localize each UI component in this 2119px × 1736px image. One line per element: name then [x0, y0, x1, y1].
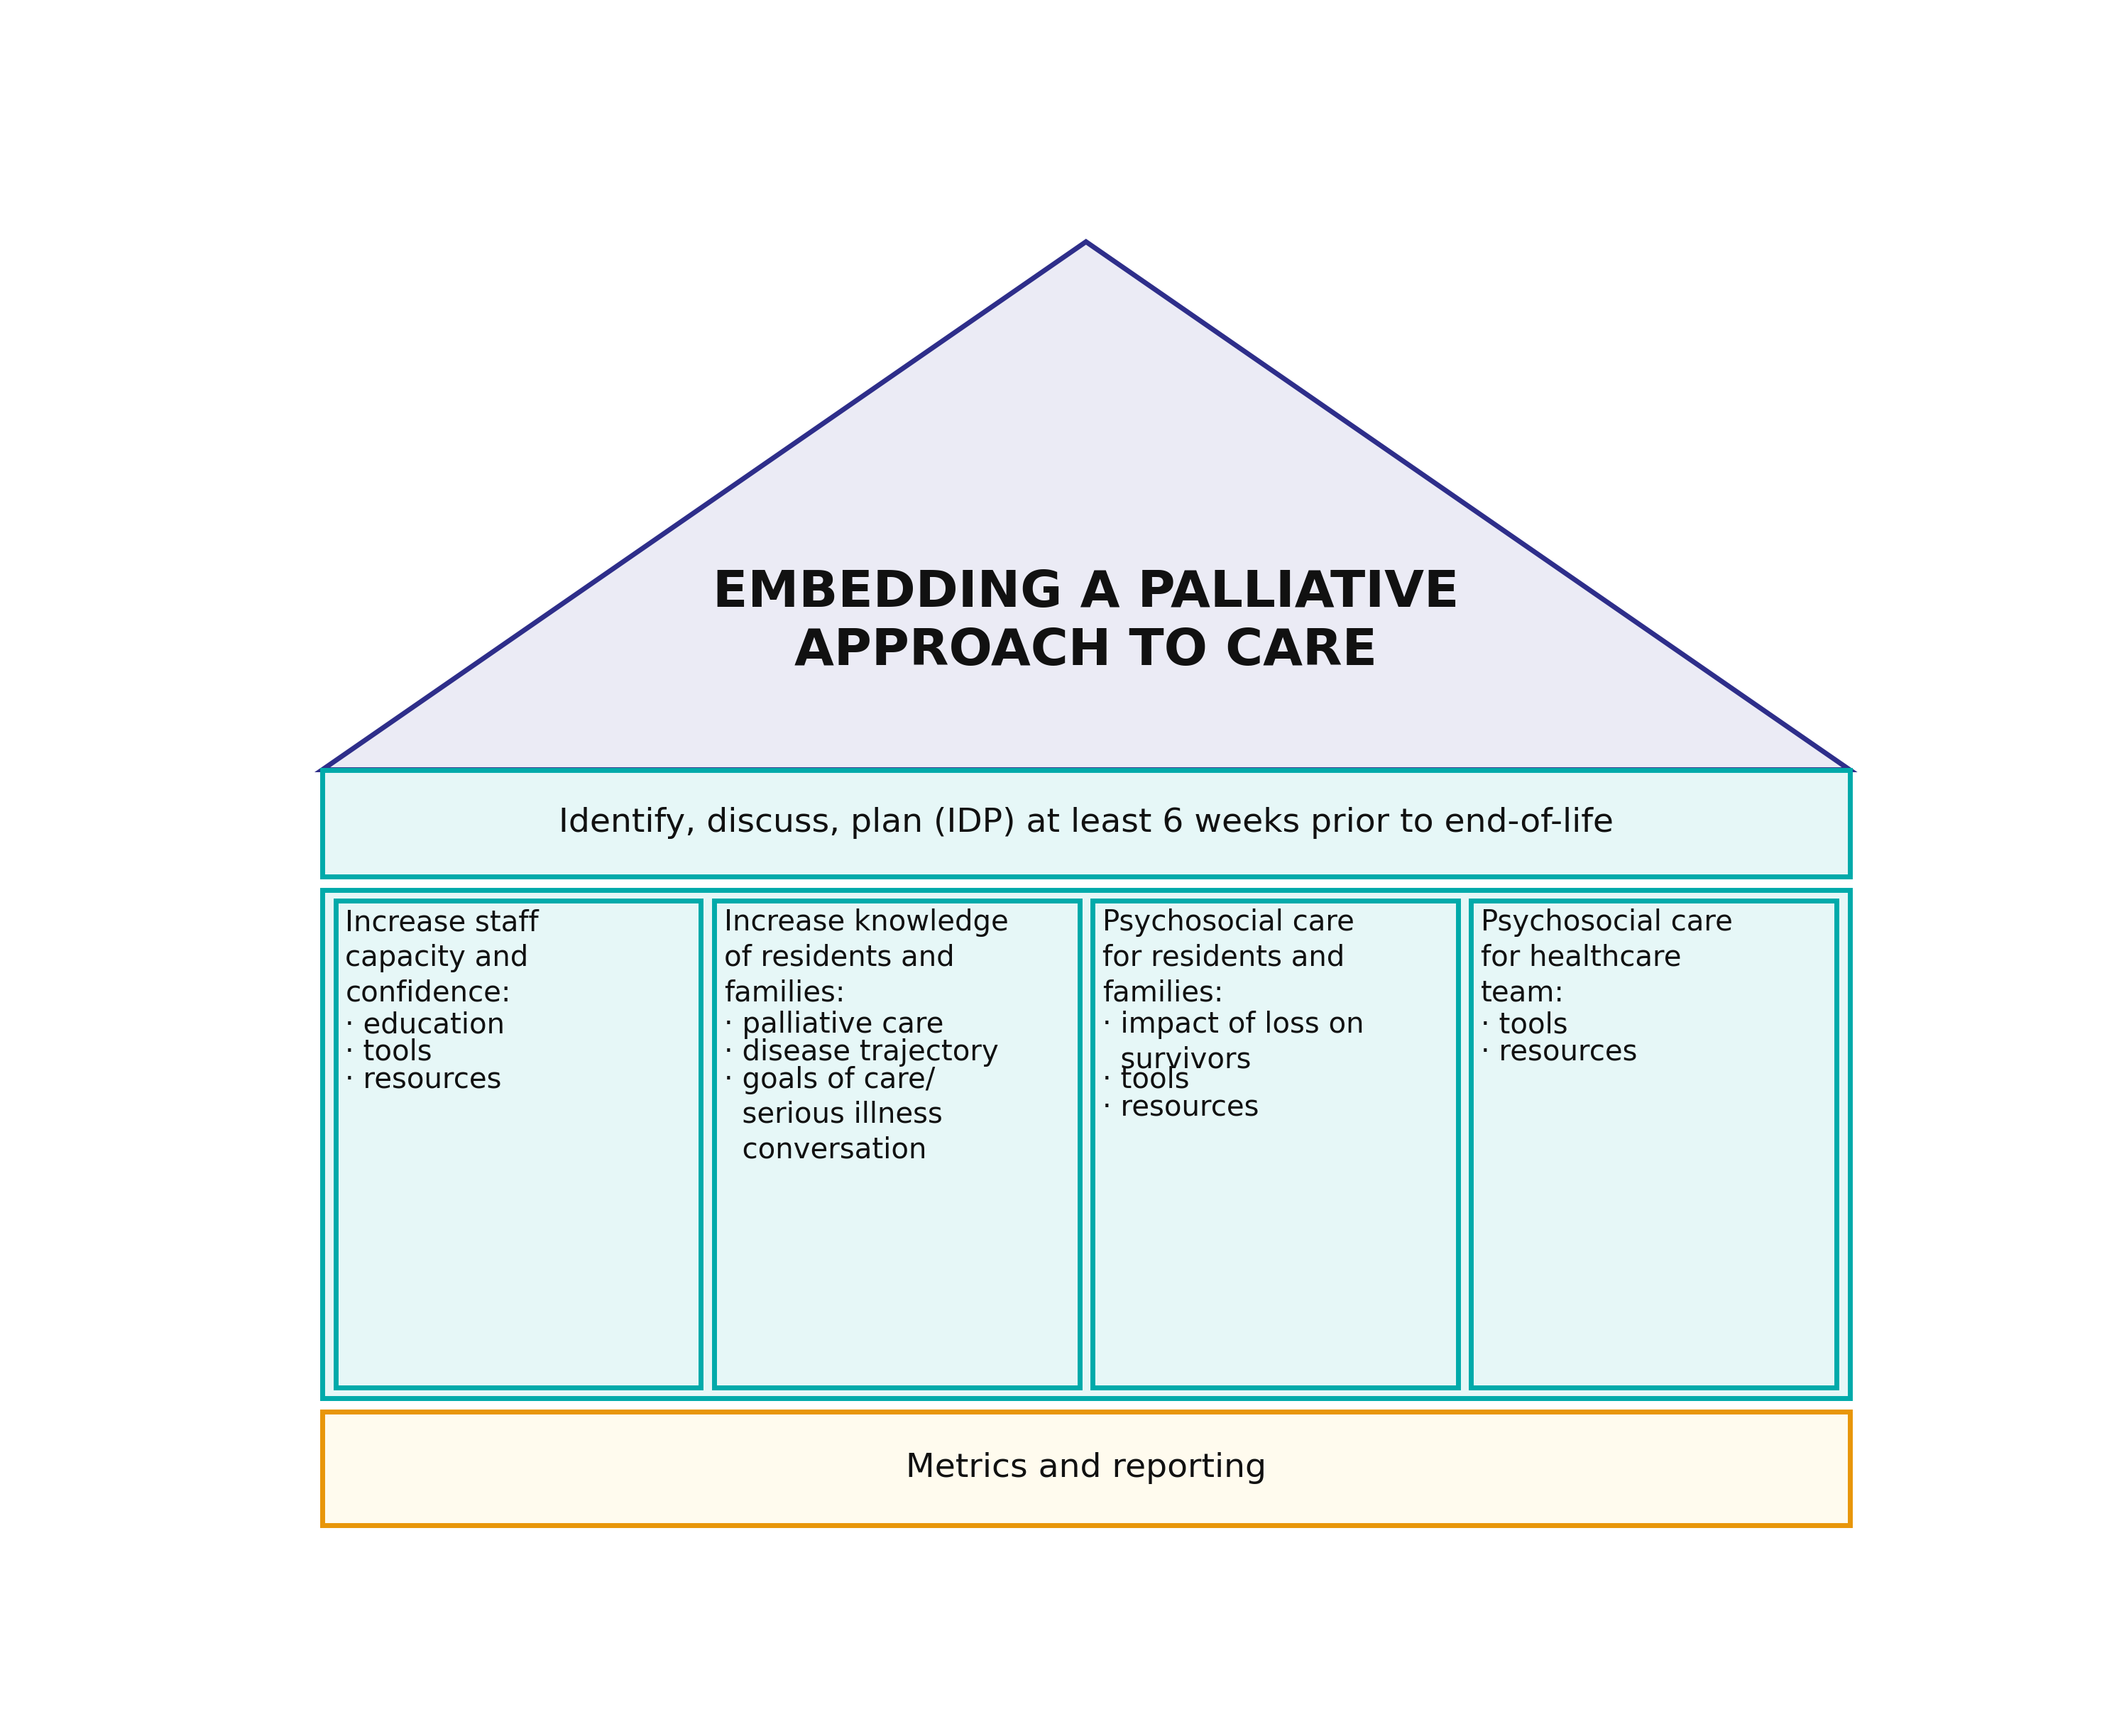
Polygon shape — [322, 241, 1850, 769]
Text: · tools: · tools — [1102, 1066, 1189, 1094]
Text: Psychosocial care
for healthcare
team:: Psychosocial care for healthcare team: — [1481, 908, 1733, 1007]
Text: Metrics and reporting: Metrics and reporting — [905, 1453, 1267, 1484]
Text: · disease trajectory: · disease trajectory — [725, 1038, 998, 1066]
FancyBboxPatch shape — [714, 901, 1079, 1387]
FancyBboxPatch shape — [322, 1411, 1850, 1524]
FancyBboxPatch shape — [1093, 901, 1458, 1387]
Text: · goals of care/
  serious illness
  conversation: · goals of care/ serious illness convers… — [725, 1066, 943, 1165]
Text: · impact of loss on
  survivors: · impact of loss on survivors — [1102, 1010, 1365, 1075]
Text: EMBEDDING A PALLIATIVE
APPROACH TO CARE: EMBEDDING A PALLIATIVE APPROACH TO CARE — [712, 568, 1460, 675]
Text: · resources: · resources — [1102, 1094, 1259, 1121]
Text: Increase staff
capacity and
confidence:: Increase staff capacity and confidence: — [345, 908, 538, 1007]
Text: · education: · education — [345, 1010, 504, 1040]
FancyBboxPatch shape — [1471, 901, 1837, 1387]
Text: · tools: · tools — [1481, 1010, 1568, 1040]
FancyBboxPatch shape — [322, 891, 1850, 1397]
FancyBboxPatch shape — [335, 901, 701, 1387]
Text: · tools: · tools — [345, 1038, 432, 1066]
FancyBboxPatch shape — [322, 769, 1850, 877]
Text: · resources: · resources — [1481, 1038, 1638, 1066]
Text: Identify, discuss, plan (IDP) at least 6 weeks prior to end-of-life: Identify, discuss, plan (IDP) at least 6… — [559, 807, 1613, 838]
Text: · palliative care: · palliative care — [725, 1010, 943, 1040]
Text: · resources: · resources — [345, 1066, 502, 1094]
Text: Psychosocial care
for residents and
families:: Psychosocial care for residents and fami… — [1102, 908, 1354, 1007]
Text: Increase knowledge
of residents and
families:: Increase knowledge of residents and fami… — [725, 908, 1009, 1007]
